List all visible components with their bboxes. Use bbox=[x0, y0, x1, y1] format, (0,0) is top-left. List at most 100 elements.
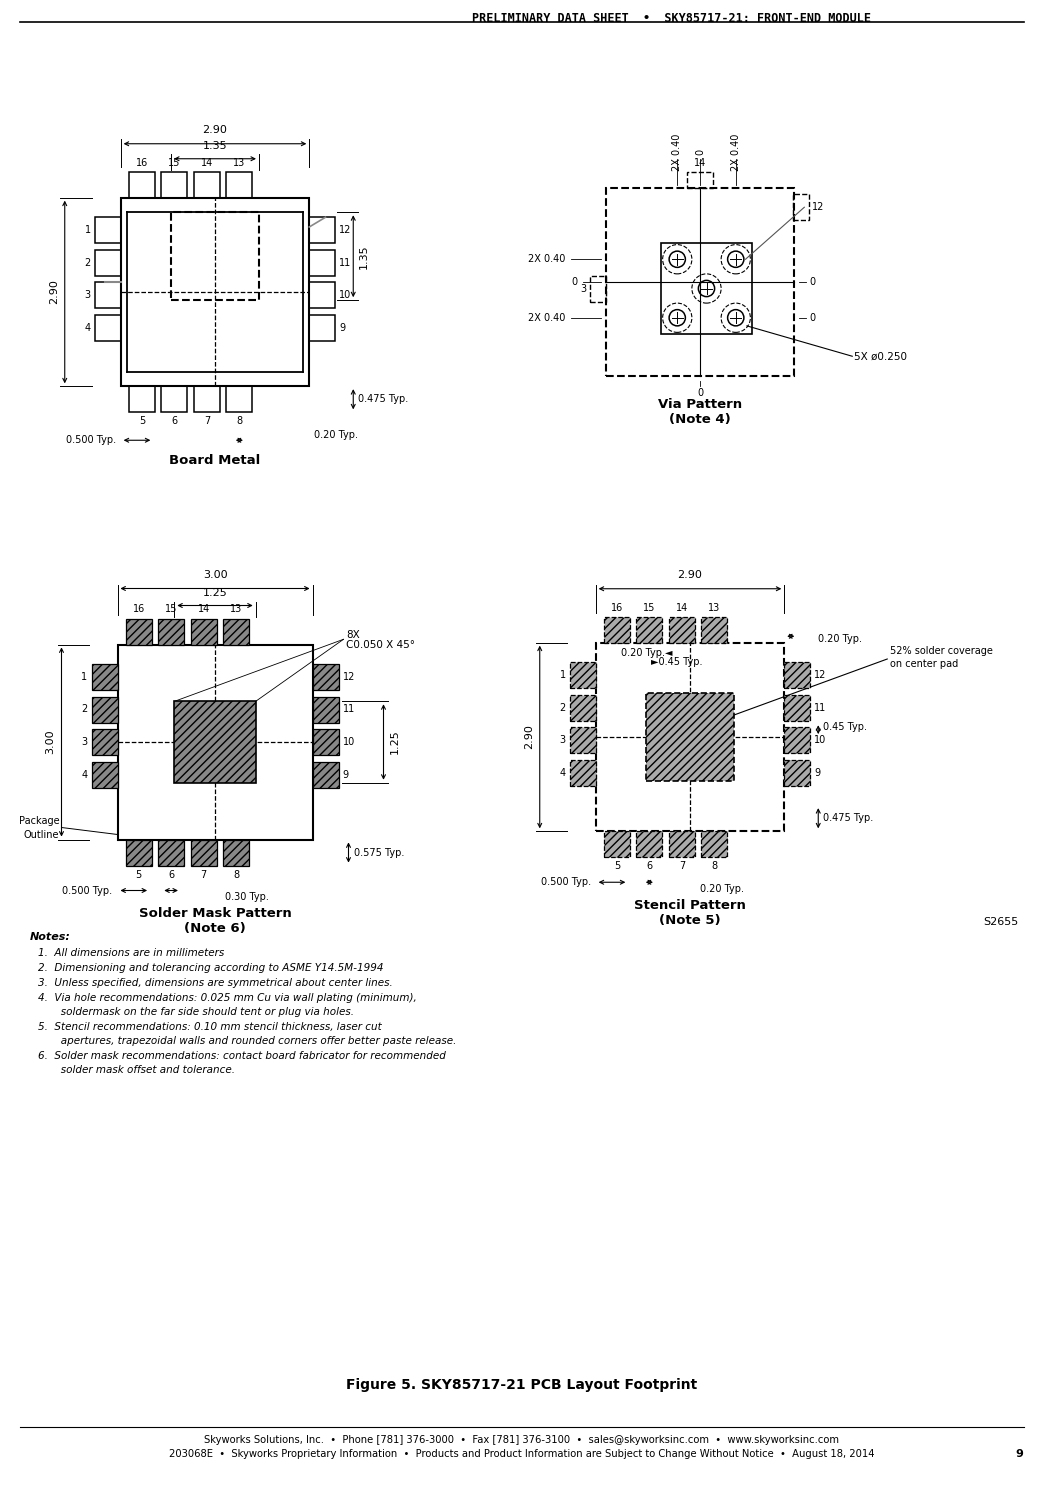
Bar bbox=[92, 761, 118, 788]
Text: 2X 0.40: 2X 0.40 bbox=[528, 254, 566, 264]
Text: 16: 16 bbox=[611, 603, 623, 613]
Bar bbox=[570, 662, 596, 688]
Bar bbox=[223, 840, 250, 865]
Text: 5X ø0.250: 5X ø0.250 bbox=[854, 351, 907, 361]
Text: 9: 9 bbox=[342, 770, 349, 779]
Text: 4.  Via hole recommendations: 0.025 mm Cu via wall plating (minimum),: 4. Via hole recommendations: 0.025 mm Cu… bbox=[38, 994, 417, 1003]
Bar bbox=[784, 695, 810, 721]
Text: 12: 12 bbox=[339, 225, 352, 236]
Text: 5: 5 bbox=[139, 416, 145, 427]
Text: 0.20 Typ.◄: 0.20 Typ.◄ bbox=[621, 648, 672, 658]
Circle shape bbox=[669, 251, 685, 267]
Text: 2X 0.40: 2X 0.40 bbox=[528, 313, 566, 322]
Text: 8: 8 bbox=[233, 870, 239, 879]
Text: 1: 1 bbox=[560, 670, 566, 680]
Circle shape bbox=[728, 310, 744, 325]
Text: 7: 7 bbox=[679, 861, 685, 871]
Bar bbox=[158, 840, 184, 865]
Text: 11: 11 bbox=[814, 703, 827, 713]
Bar bbox=[570, 727, 596, 753]
Bar bbox=[194, 386, 220, 412]
Text: 0.475 Typ.: 0.475 Typ. bbox=[824, 813, 874, 824]
Text: PRELIMINARY DATA SHEET  •  SKY85717-21: FRONT-END MODULE: PRELIMINARY DATA SHEET • SKY85717-21: FR… bbox=[473, 12, 872, 25]
Text: 13: 13 bbox=[708, 603, 720, 613]
Text: 10: 10 bbox=[342, 737, 355, 747]
Text: 0.20 Typ.: 0.20 Typ. bbox=[699, 885, 744, 894]
Text: 13: 13 bbox=[230, 604, 242, 615]
Bar bbox=[603, 616, 630, 643]
Bar bbox=[669, 616, 695, 643]
Text: Outline: Outline bbox=[24, 830, 60, 840]
Bar bbox=[603, 831, 630, 858]
Text: Figure 5. SKY85717-21 PCB Layout Footprint: Figure 5. SKY85717-21 PCB Layout Footpri… bbox=[347, 1379, 697, 1392]
Bar bbox=[121, 198, 309, 386]
Text: 16: 16 bbox=[133, 604, 145, 615]
Text: apertures, trapezoidal walls and rounded corners offer better paste release.: apertures, trapezoidal walls and rounded… bbox=[38, 1035, 456, 1046]
Bar bbox=[118, 645, 312, 840]
Bar bbox=[128, 386, 155, 412]
Text: Notes:: Notes: bbox=[30, 932, 71, 941]
Text: 0: 0 bbox=[809, 313, 815, 322]
Text: 1.  All dimensions are in millimeters: 1. All dimensions are in millimeters bbox=[38, 947, 224, 958]
Bar bbox=[309, 249, 335, 276]
Text: ►0.45 Typ.: ►0.45 Typ. bbox=[650, 658, 703, 667]
Text: 2: 2 bbox=[560, 703, 566, 713]
Text: 0: 0 bbox=[572, 278, 577, 286]
Text: 3: 3 bbox=[560, 736, 566, 745]
Bar bbox=[570, 695, 596, 721]
Text: 5: 5 bbox=[136, 870, 142, 879]
Text: 2.  Dimensioning and tolerancing according to ASME Y14.5M-1994: 2. Dimensioning and tolerancing accordin… bbox=[38, 962, 383, 973]
Text: 6.  Solder mask recommendations: contact board fabricator for recommended: 6. Solder mask recommendations: contact … bbox=[38, 1050, 446, 1061]
Text: 9: 9 bbox=[814, 768, 821, 777]
Bar bbox=[312, 761, 338, 788]
Bar bbox=[661, 243, 752, 334]
Text: 15: 15 bbox=[643, 603, 656, 613]
Bar bbox=[223, 619, 250, 645]
Text: 0.500 Typ.: 0.500 Typ. bbox=[541, 877, 591, 888]
Text: 6: 6 bbox=[646, 861, 652, 871]
Text: 10: 10 bbox=[339, 291, 352, 300]
Text: soldermask on the far side should tent or plug via holes.: soldermask on the far side should tent o… bbox=[38, 1007, 354, 1018]
Bar bbox=[95, 249, 121, 276]
Bar bbox=[702, 616, 728, 643]
Text: 1.25: 1.25 bbox=[203, 588, 228, 597]
Text: 13: 13 bbox=[233, 158, 245, 167]
Text: 12: 12 bbox=[342, 671, 355, 682]
Bar bbox=[792, 194, 809, 221]
Bar bbox=[309, 315, 335, 340]
Text: 14: 14 bbox=[197, 604, 210, 615]
Text: S2655: S2655 bbox=[983, 918, 1019, 927]
Text: 0.500 Typ.: 0.500 Typ. bbox=[63, 885, 113, 895]
Text: 9: 9 bbox=[339, 322, 346, 333]
Circle shape bbox=[728, 251, 744, 267]
Bar bbox=[162, 386, 187, 412]
Text: 12: 12 bbox=[814, 670, 827, 680]
Bar bbox=[125, 619, 151, 645]
Bar bbox=[171, 212, 259, 300]
Bar bbox=[162, 172, 187, 198]
Bar bbox=[174, 701, 256, 783]
Text: 11: 11 bbox=[342, 704, 355, 715]
Bar bbox=[570, 759, 596, 786]
Bar bbox=[312, 664, 338, 689]
Text: Solder Mask Pattern: Solder Mask Pattern bbox=[139, 907, 291, 921]
Text: 4: 4 bbox=[81, 770, 88, 779]
Text: Stencil Pattern: Stencil Pattern bbox=[634, 898, 745, 912]
Bar bbox=[125, 840, 151, 865]
Bar bbox=[606, 188, 794, 376]
Text: 203068E  •  Skyworks Proprietary Information  •  Products and Product Informatio: 203068E • Skyworks Proprietary Informati… bbox=[169, 1449, 875, 1459]
Text: (Note 6): (Note 6) bbox=[184, 922, 246, 935]
Text: 0: 0 bbox=[809, 278, 815, 286]
Text: 8: 8 bbox=[711, 861, 717, 871]
Bar bbox=[312, 730, 338, 755]
Bar bbox=[92, 664, 118, 689]
Bar bbox=[309, 282, 335, 309]
Bar bbox=[784, 662, 810, 688]
Bar bbox=[227, 172, 253, 198]
Text: 6: 6 bbox=[171, 416, 177, 427]
Bar bbox=[702, 831, 728, 858]
Bar bbox=[596, 643, 784, 831]
Text: 2.90: 2.90 bbox=[203, 125, 228, 134]
Text: 9: 9 bbox=[1015, 1449, 1023, 1459]
Text: 6: 6 bbox=[168, 870, 174, 879]
